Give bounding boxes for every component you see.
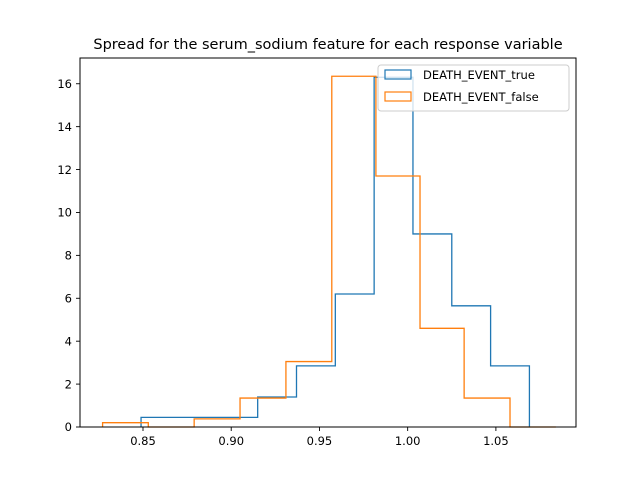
y-axis: 0 2 4 6 8 10 12 14 16 (57, 77, 80, 434)
histogram-bin (376, 176, 420, 427)
y-tick-label: 10 (57, 206, 72, 220)
histogram-bin (464, 398, 510, 427)
histogram-bin (194, 419, 240, 427)
y-tick-label: 6 (65, 291, 72, 305)
y-tick-label: 2 (65, 377, 72, 391)
y-tick-label: 12 (57, 163, 72, 177)
x-tick-label: 1.00 (395, 434, 421, 448)
chart-title: Spread for the serum_sodium feature for … (93, 37, 562, 53)
legend-label: DEATH_EVENT_false (423, 90, 539, 104)
histogram-bin (286, 362, 332, 427)
x-tick-label: 0.85 (130, 434, 156, 448)
legend-label: DEATH_EVENT_true (423, 68, 535, 82)
x-tick-label: 0.95 (307, 434, 333, 448)
x-tick-label: 1.05 (483, 434, 509, 448)
y-tick-label: 8 (65, 249, 72, 263)
histogram-step-outline (140, 76, 531, 427)
y-tick-label: 0 (65, 420, 72, 434)
histogram-bin (332, 76, 376, 427)
y-tick-label: 14 (57, 120, 72, 134)
histogram-bin (420, 328, 464, 427)
histogram-bin (103, 423, 149, 427)
legend-swatch (384, 91, 412, 102)
y-tick-label: 4 (65, 334, 72, 348)
series-DEATH_EVENT_true (140, 76, 531, 427)
x-axis: 0.85 0.90 0.95 1.00 1.05 (130, 427, 509, 448)
plot-frame (79, 57, 577, 428)
histogram-bin (240, 398, 286, 427)
legend: DEATH_EVENT_true DEATH_EVENT_false (377, 64, 570, 112)
y-tick-label: 16 (57, 77, 72, 91)
legend-swatch (384, 69, 412, 80)
legend-box (377, 64, 570, 112)
x-tick-label: 0.90 (218, 434, 244, 448)
